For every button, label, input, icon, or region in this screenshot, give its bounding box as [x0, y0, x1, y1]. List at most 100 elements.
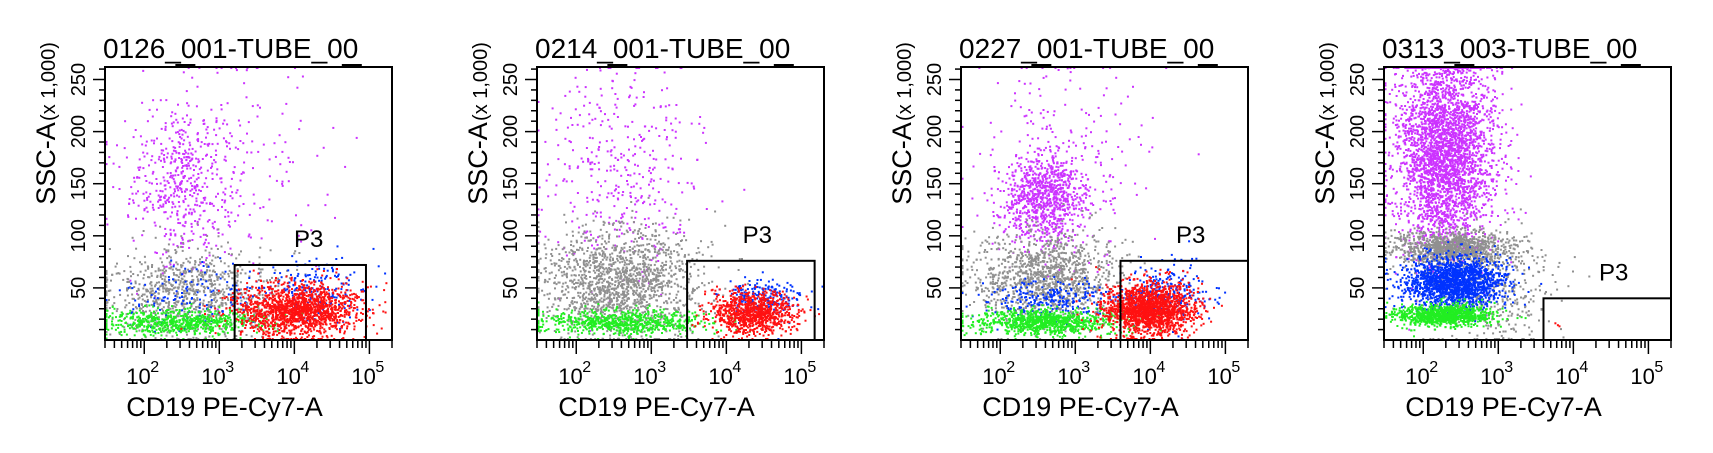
- event-point: [151, 329, 154, 332]
- event-point: [183, 303, 185, 306]
- event-point: [223, 295, 226, 298]
- event-point: [676, 283, 679, 286]
- event-point: [223, 262, 226, 265]
- event-point: [205, 280, 208, 283]
- event-point: [186, 311, 189, 314]
- event-point: [637, 250, 640, 253]
- event-point: [571, 250, 574, 252]
- event-point: [576, 123, 579, 126]
- event-point: [278, 319, 281, 322]
- event-point: [277, 285, 280, 288]
- event-point: [197, 264, 200, 267]
- event-point: [623, 299, 626, 302]
- y-tick-label: 100: [68, 219, 90, 252]
- event-point: [589, 168, 592, 171]
- event-point: [178, 310, 181, 313]
- event-point: [160, 152, 163, 155]
- event-point: [211, 225, 214, 228]
- event-point: [105, 280, 108, 283]
- event-point: [230, 328, 233, 331]
- event-point: [214, 296, 217, 299]
- event-point: [209, 332, 211, 334]
- event-point: [150, 296, 153, 299]
- event-point: [105, 270, 108, 273]
- event-point: [653, 247, 656, 250]
- event-point: [143, 325, 146, 328]
- event-point: [220, 290, 222, 293]
- event-point: [123, 328, 126, 331]
- event-point: [155, 301, 158, 304]
- event-point: [179, 309, 182, 312]
- event-point: [313, 276, 316, 279]
- event-point: [189, 239, 191, 242]
- event-point: [221, 275, 224, 278]
- event-point: [168, 331, 171, 334]
- event-point: [266, 313, 269, 316]
- event-point: [169, 228, 172, 231]
- event-point: [229, 132, 232, 135]
- event-point: [172, 146, 175, 149]
- event-point: [222, 191, 225, 194]
- event-point: [196, 314, 199, 317]
- event-point: [217, 235, 220, 238]
- event-point: [319, 309, 321, 312]
- event-point: [171, 307, 174, 310]
- event-point: [278, 296, 280, 299]
- event-point: [296, 289, 299, 292]
- event-point: [149, 313, 152, 316]
- event-point: [599, 265, 602, 268]
- event-point: [223, 314, 226, 316]
- event-point: [202, 325, 205, 328]
- event-point: [320, 276, 323, 279]
- event-point: [187, 152, 190, 155]
- event-point: [185, 90, 188, 93]
- event-point: [143, 320, 145, 323]
- event-point: [159, 99, 162, 102]
- event-point: [297, 294, 300, 297]
- event-point: [214, 320, 217, 323]
- event-point: [316, 297, 319, 300]
- event-point: [591, 137, 594, 140]
- event-point: [238, 330, 241, 332]
- event-point: [617, 282, 620, 284]
- event-point: [160, 149, 163, 152]
- event-point: [143, 293, 146, 296]
- event-point: [599, 317, 602, 320]
- event-point: [243, 318, 246, 320]
- event-point: [308, 289, 311, 292]
- event-point: [171, 176, 174, 179]
- event-point: [301, 319, 304, 322]
- event-point: [242, 323, 245, 326]
- event-point: [127, 214, 129, 217]
- event-point: [323, 296, 326, 299]
- event-point: [117, 326, 120, 329]
- event-point: [633, 79, 636, 82]
- event-point: [710, 255, 713, 258]
- event-point: [371, 308, 374, 311]
- event-point: [290, 329, 293, 332]
- event-point: [135, 324, 138, 327]
- event-point: [179, 136, 182, 138]
- event-point: [288, 308, 291, 311]
- event-point: [243, 297, 246, 300]
- event-point: [184, 272, 187, 275]
- event-point: [674, 136, 677, 139]
- event-point: [682, 287, 685, 290]
- event-point: [305, 317, 308, 320]
- event-point: [604, 113, 606, 116]
- event-point: [198, 168, 201, 171]
- event-point: [129, 286, 132, 289]
- event-point: [177, 174, 180, 176]
- event-point: [105, 302, 108, 305]
- event-point: [297, 326, 300, 329]
- event-point: [230, 298, 232, 301]
- event-point: [216, 71, 219, 74]
- event-point: [695, 252, 698, 255]
- event-point: [169, 310, 172, 313]
- event-point: [232, 297, 235, 300]
- event-point: [333, 315, 335, 318]
- event-point: [626, 267, 629, 270]
- event-point: [163, 266, 166, 268]
- event-point: [154, 323, 157, 326]
- event-point: [146, 198, 149, 201]
